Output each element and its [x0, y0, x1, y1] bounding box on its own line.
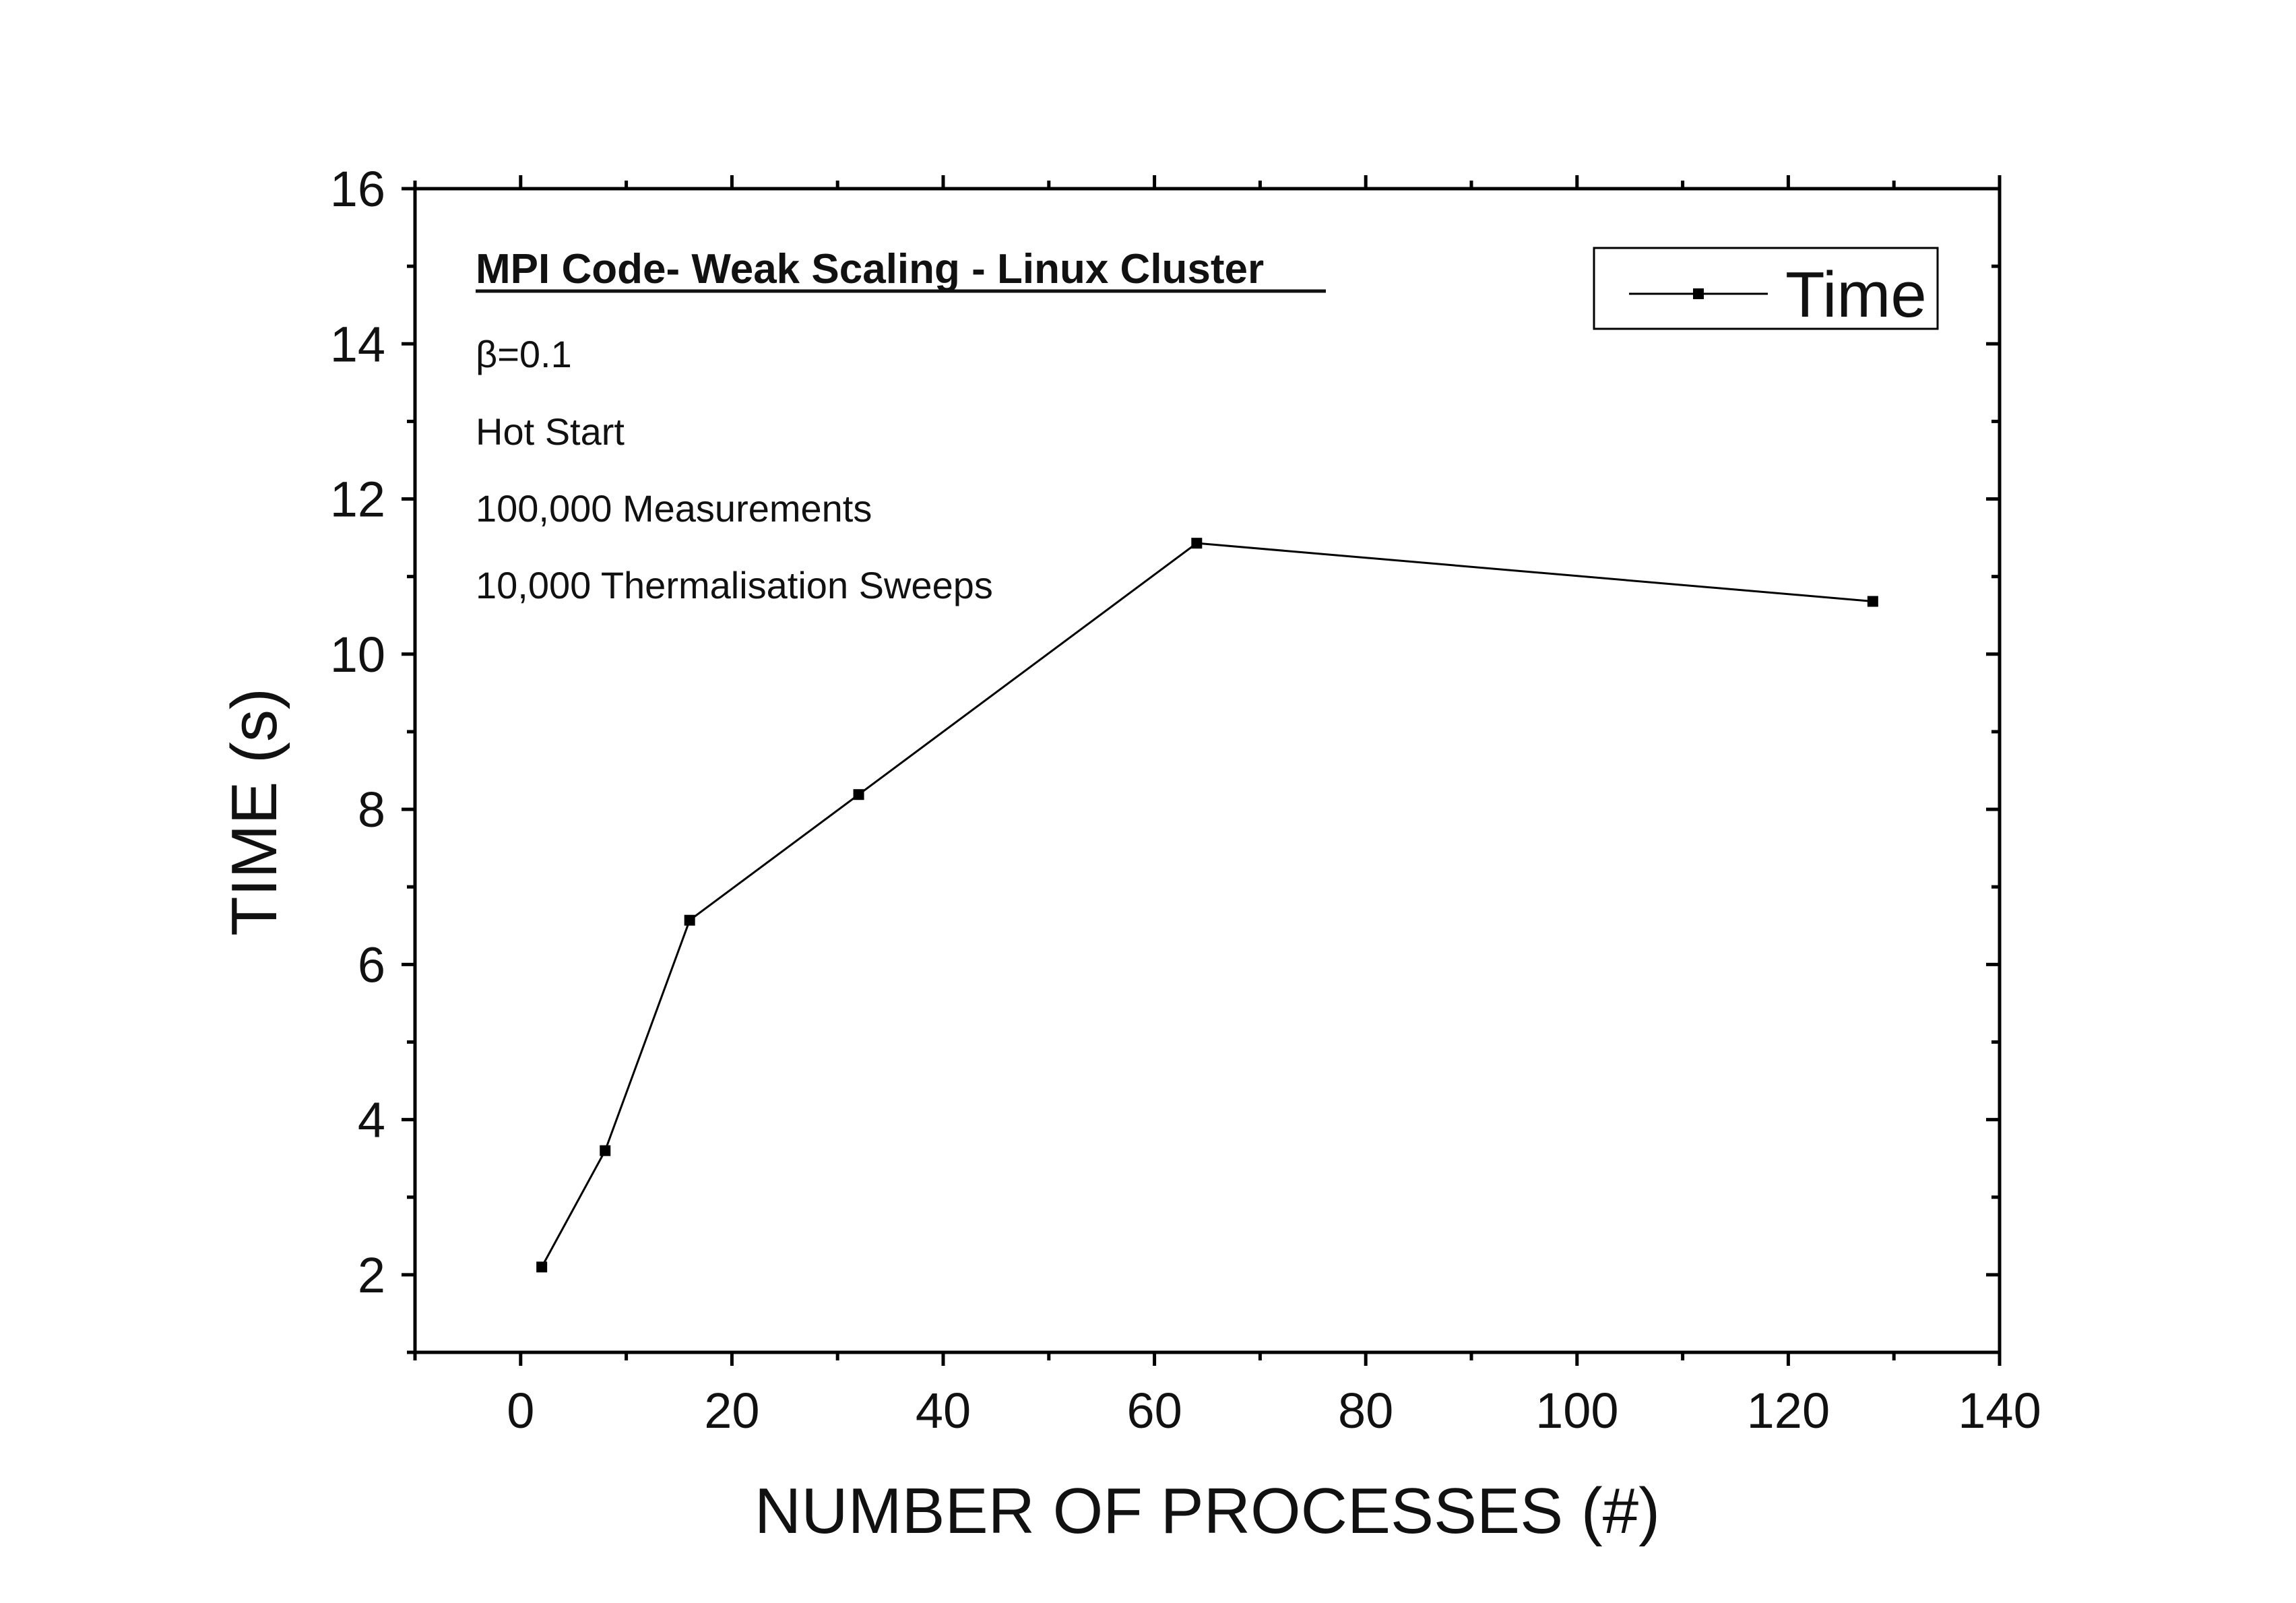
- data-point: [536, 1261, 548, 1273]
- y-tick-label: 6: [358, 937, 385, 993]
- y-tick-label: 4: [358, 1092, 385, 1148]
- annotation-title: MPI Code- Weak Scaling - Linux Cluster: [476, 246, 1264, 292]
- x-tick-label: 80: [1338, 1383, 1393, 1439]
- axis-tick-labels: 0 20 40 60 80 100 120 140 2 4 6 8 10 12 14 16: [330, 161, 2041, 1439]
- legend-marker: [1693, 288, 1704, 299]
- x-axis-title: NUMBER OF PROCESSES (#): [755, 1475, 1660, 1547]
- x-tick-label: 100: [1535, 1383, 1618, 1439]
- data-point: [684, 914, 695, 926]
- data-point: [1191, 538, 1203, 549]
- x-tick-label: 20: [704, 1383, 759, 1439]
- y-tick-label: 2: [358, 1247, 385, 1303]
- y-tick-label: 12: [330, 472, 385, 528]
- y-tick-label: 14: [330, 316, 385, 372]
- legend-label-time: Time: [1785, 259, 1927, 331]
- y-tick-label: 8: [358, 782, 385, 838]
- x-tick-label: 60: [1126, 1383, 1182, 1439]
- axis-ticks: [402, 175, 2002, 1366]
- annotation-sweeps: 10,000 Thermalisation Sweeps: [476, 564, 993, 606]
- annotation-beta: β=0.1: [476, 333, 572, 375]
- data-point: [1867, 596, 1878, 607]
- legend-box: [1593, 247, 1939, 330]
- data-point: [600, 1145, 611, 1156]
- data-point: [853, 789, 864, 800]
- x-tick-label: 120: [1747, 1383, 1830, 1439]
- annotation-measurements: 100,000 Measurements: [476, 487, 872, 530]
- y-tick-label: 16: [330, 161, 385, 217]
- y-tick-label: 10: [330, 627, 385, 683]
- annotation-start: Hot Start: [476, 410, 625, 453]
- x-tick-label: 0: [507, 1383, 534, 1439]
- y-axis-title: TIME (s): [218, 688, 290, 936]
- plot-frame: [413, 187, 2002, 1354]
- series-layer: [536, 538, 1878, 1273]
- x-tick-label: 40: [916, 1383, 971, 1439]
- x-tick-label: 140: [1958, 1383, 2041, 1439]
- legend: Time: [1593, 247, 1939, 331]
- annotation-block: MPI Code- Weak Scaling - Linux Cluster β…: [476, 246, 1326, 606]
- series-line-time: [540, 542, 1873, 1268]
